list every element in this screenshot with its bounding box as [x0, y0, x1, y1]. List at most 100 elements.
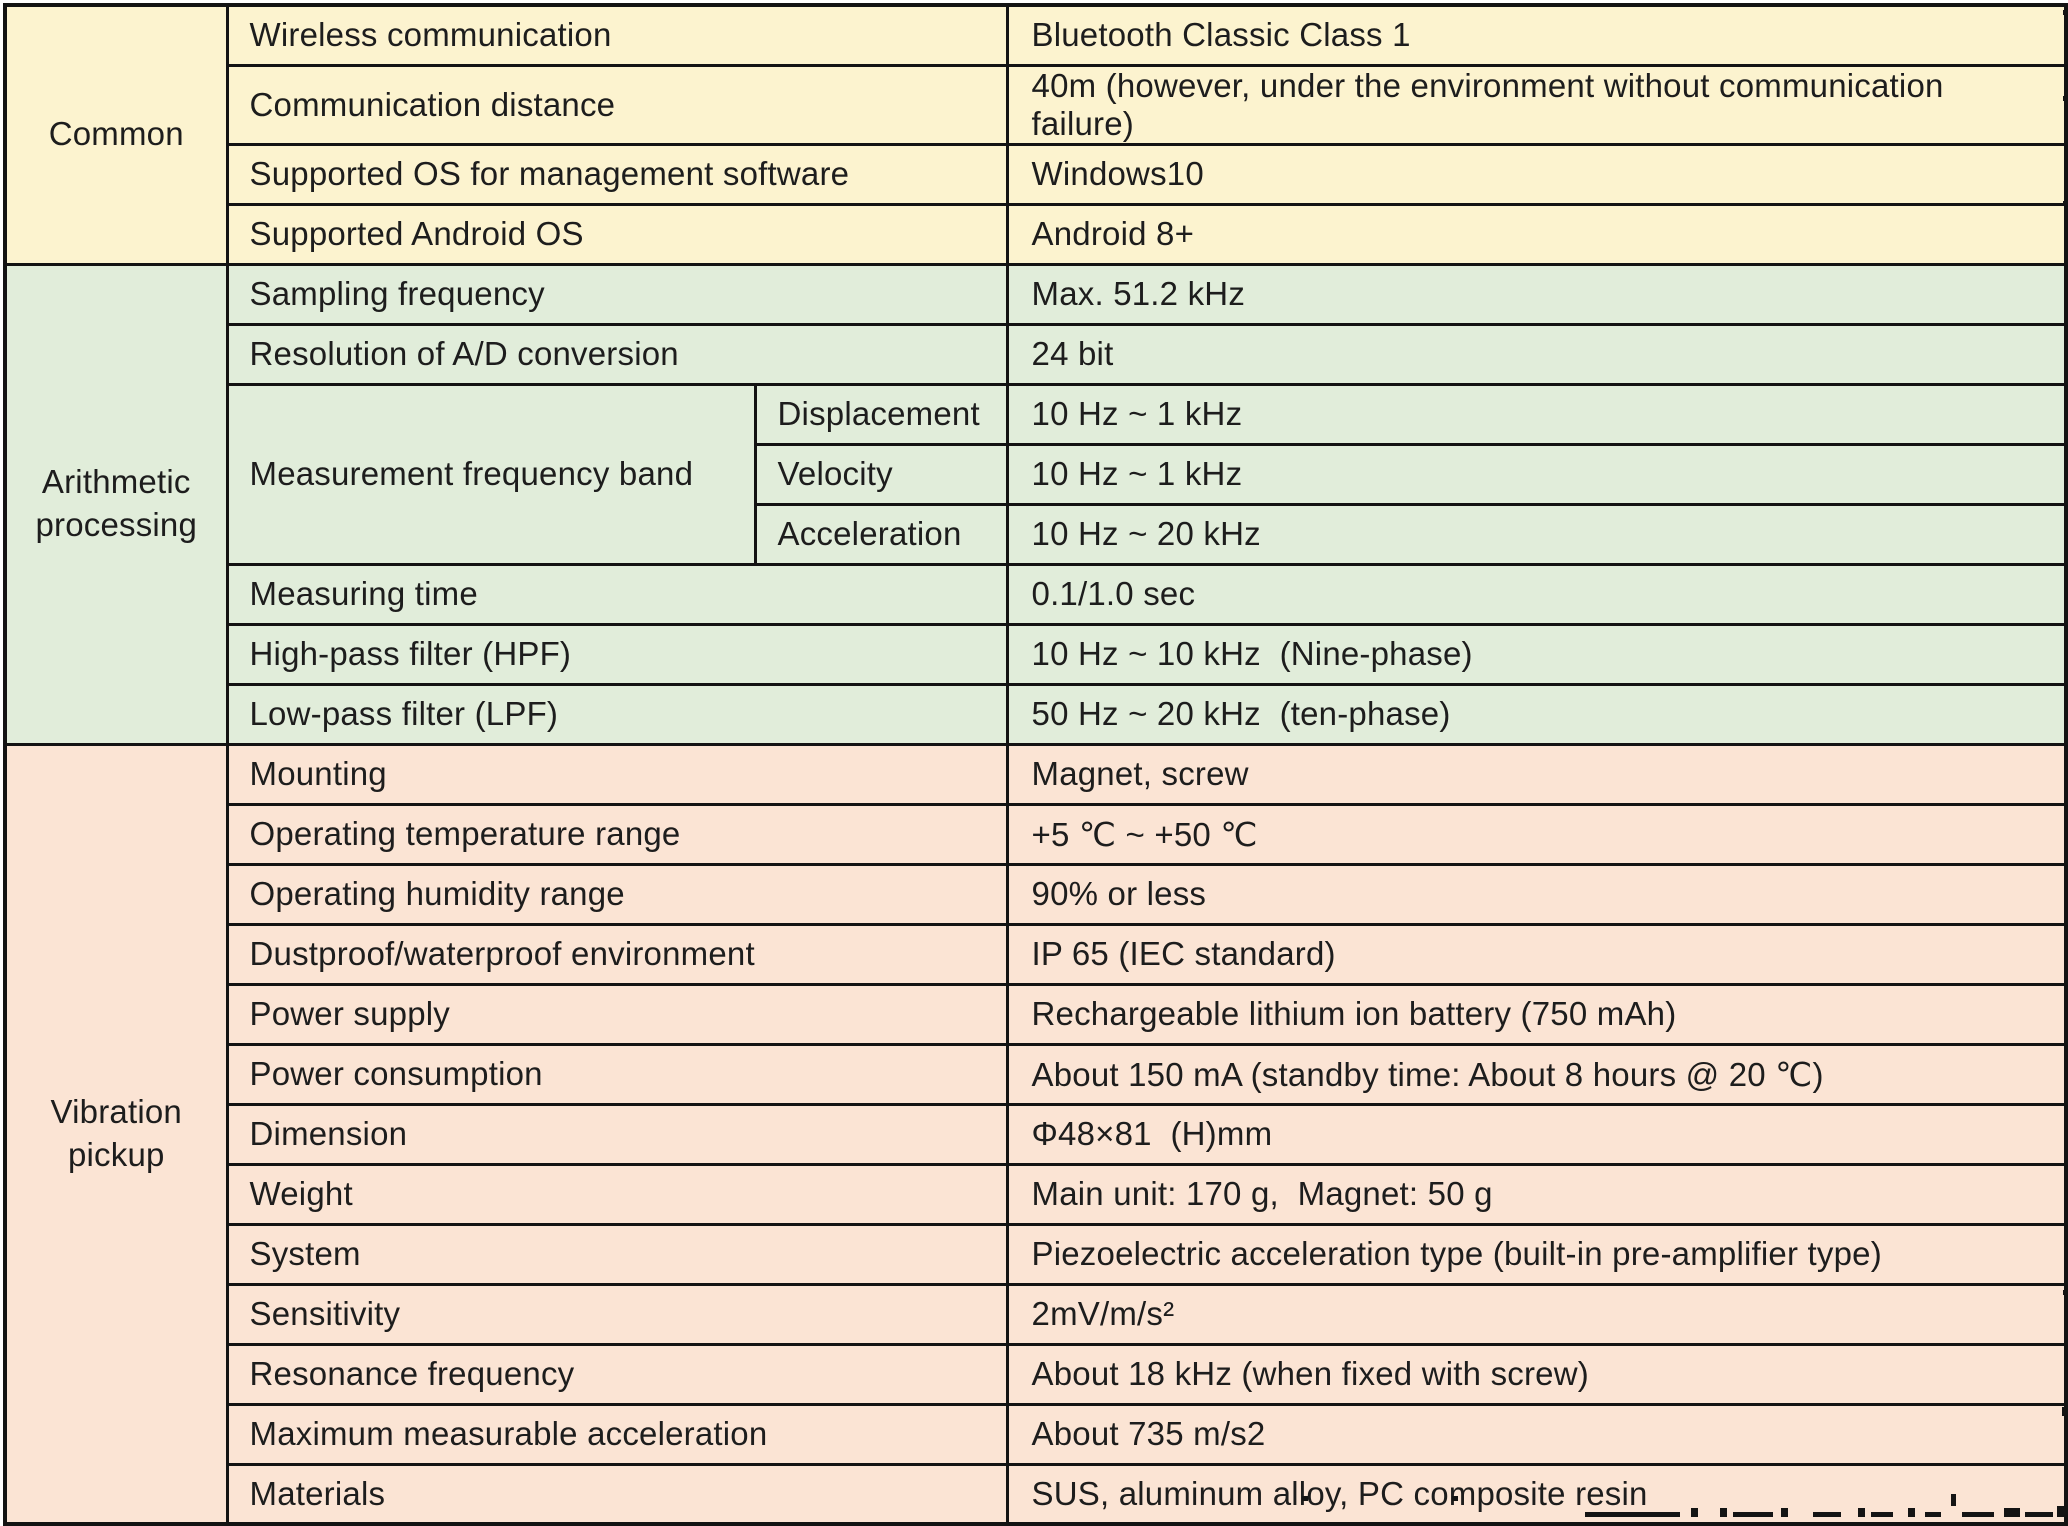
table-row: Measuring time 0.1/1.0 sec — [5, 562, 2068, 626]
spec-value-cell: About 735 m/s2 — [1005, 1402, 2068, 1466]
table-row: Power consumption About 150 mA (standby … — [5, 1042, 2068, 1106]
crop-artifact — [1951, 1494, 1956, 1506]
spec-value-cell: Max. 51.2 kHz — [1005, 262, 2068, 326]
spec-value-cell: Magnet, screw — [1005, 742, 2068, 806]
group-cell-common: Common — [3, 3, 229, 266]
spec-value-cell: Piezoelectric acceleration type (built-i… — [1005, 1222, 2068, 1286]
spec-label-cell: High-pass filter (HPF) — [225, 622, 1009, 686]
spec-label-cell: Dimension — [225, 1102, 1009, 1166]
table-row: Dustproof/waterproof environment IP 65 (… — [5, 922, 2068, 986]
spec-label-cell: Resonance frequency — [225, 1342, 1009, 1406]
table-row: System Piezoelectric acceleration type (… — [5, 1222, 2068, 1286]
crop-artifact — [1720, 1508, 1727, 1517]
spec-label-cell: Measuring time — [225, 562, 1009, 626]
crop-artifact — [1925, 1512, 1941, 1517]
crop-artifact — [2063, 1290, 2068, 1295]
crop-artifact — [2063, 201, 2068, 206]
crop-artifact — [2062, 1407, 2068, 1416]
spec-label-cell: Weight — [225, 1162, 1009, 1226]
crop-artifact — [1813, 1512, 1841, 1517]
spec-value-cell: About 18 kHz (when fixed with screw) — [1005, 1342, 2068, 1406]
crop-artifact — [2063, 96, 2068, 101]
crop-artifact — [2025, 1512, 2053, 1517]
group-cell-vibration-pickup: Vibration pickup — [3, 742, 229, 1526]
spec-label-cell: Communication distance — [225, 63, 1009, 146]
spec-label-cell: Materials — [225, 1462, 1009, 1526]
table-row: Operating humidity range 90% or less — [5, 862, 2068, 926]
spec-value-cell: Φ48×81 (H)mm — [1005, 1102, 2068, 1166]
table-row: Communication distance 40m (however, und… — [5, 63, 2068, 146]
table-row: Supported OS for management software Win… — [5, 142, 2068, 206]
spec-value-cell: Bluetooth Classic Class 1 — [1005, 3, 2068, 67]
spec-label-cell: Low-pass filter (LPF) — [225, 682, 1009, 746]
spec-sublabel-cell: Acceleration — [753, 502, 1009, 566]
table-row: Low-pass filter (LPF) 50 Hz ~ 20 kHz (te… — [5, 682, 2068, 746]
crop-artifact — [1858, 1508, 1865, 1517]
crop-artifact — [1871, 1512, 1893, 1517]
table-row: Supported Android OS Android 8+ — [5, 202, 2068, 266]
crop-artifact — [1691, 1508, 1698, 1517]
crop-artifact — [2004, 1508, 2020, 1517]
spec-value-cell: 0.1/1.0 sec — [1005, 562, 2068, 626]
spec-value-cell: IP 65 (IEC standard) — [1005, 922, 2068, 986]
table-row: Sensitivity 2mV/m/s² — [5, 1282, 2068, 1346]
spec-sublabel-cell: Velocity — [753, 442, 1009, 506]
spec-value-cell: +5 ℃ ~ +50 ℃ — [1005, 802, 2068, 866]
crop-artifact — [2063, 10, 2068, 15]
spec-value-cell: About 150 mA (standby time: About 8 hour… — [1005, 1042, 2068, 1106]
table-row: Common Wireless communication Bluetooth … — [3, 3, 2068, 266]
spec-label-cell: Power consumption — [225, 1042, 1009, 1106]
table-row: Operating temperature range +5 ℃ ~ +50 ℃ — [5, 802, 2068, 866]
spec-value-cell: Windows10 — [1005, 142, 2068, 206]
spec-label-cell: Measurement frequency band — [225, 382, 757, 566]
spec-label-cell: System — [225, 1222, 1009, 1286]
spec-label-cell: Mounting — [225, 742, 1009, 806]
spec-label-cell: Wireless communication — [225, 3, 1009, 67]
spec-table: Common Wireless communication Bluetooth … — [3, 3, 2068, 1526]
spec-label-cell: Resolution of A/D conversion — [225, 322, 1009, 386]
spec-sublabel-cell: Displacement — [753, 382, 1009, 446]
spec-value-cell: 10 Hz ~ 1 kHz — [1005, 382, 2068, 446]
crop-artifact — [1733, 1512, 1773, 1517]
spec-label-cell: Supported Android OS — [225, 202, 1009, 266]
table-row: Resolution of A/D conversion 24 bit — [5, 322, 2068, 386]
spec-value-cell: 40m (however, under the environment with… — [1005, 63, 2068, 146]
spec-label-cell: Supported OS for management software — [225, 142, 1009, 206]
crop-artifact — [1781, 1508, 1788, 1517]
table-row: Vibration pickup Mounting Magnet, screw — [3, 742, 2068, 1526]
table-row: Weight Main unit: 170 g, Magnet: 50 g — [5, 1162, 2068, 1226]
spec-label-cell: Sensitivity — [225, 1282, 1009, 1346]
spec-label-cell: Dustproof/waterproof environment — [225, 922, 1009, 986]
crop-artifact — [1452, 1496, 1458, 1501]
table-row: Measurement frequency band Displacement … — [5, 382, 2068, 566]
table-row: Velocity 10 Hz ~ 1 kHz — [5, 442, 2068, 506]
spec-value-cell: 2mV/m/s² — [1005, 1282, 2068, 1346]
spec-label-cell: Operating temperature range — [225, 802, 1009, 866]
spec-value-cell: 90% or less — [1005, 862, 2068, 926]
spec-value-cell: Main unit: 170 g, Magnet: 50 g — [1005, 1162, 2068, 1226]
table-row: Acceleration 10 Hz ~ 20 kHz — [5, 502, 2068, 566]
crop-artifact — [1302, 1496, 1308, 1501]
spec-value-cell: 50 Hz ~ 20 kHz (ten-phase) — [1005, 682, 2068, 746]
spec-value-cell: Android 8+ — [1005, 202, 2068, 266]
table-row: Power supply Rechargeable lithium ion ba… — [5, 982, 2068, 1046]
crop-artifact — [1585, 1512, 1680, 1517]
spec-label-cell: Sampling frequency — [225, 262, 1009, 326]
table-row: Arithmetic processing Sampling frequency… — [3, 262, 2068, 746]
table-row: Dimension Φ48×81 (H)mm — [5, 1102, 2068, 1166]
spec-value-cell: 24 bit — [1005, 322, 2068, 386]
spec-value-cell: 10 Hz ~ 1 kHz — [1005, 442, 2068, 506]
spec-value-cell: 10 Hz ~ 20 kHz — [1005, 502, 2068, 566]
crop-artifact — [1908, 1508, 1915, 1517]
table-row: High-pass filter (HPF) 10 Hz ~ 10 kHz (N… — [5, 622, 2068, 686]
group-cell-arithmetic-processing: Arithmetic processing — [3, 262, 229, 746]
spec-label-cell: Power supply — [225, 982, 1009, 1046]
table-row: Resonance frequency About 18 kHz (when f… — [5, 1342, 2068, 1406]
spec-value-cell: Rechargeable lithium ion battery (750 mA… — [1005, 982, 2068, 1046]
table-row: Maximum measurable acceleration About 73… — [5, 1402, 2068, 1466]
crop-artifact — [2057, 1506, 2068, 1517]
spec-value-cell: 10 Hz ~ 10 kHz (Nine-phase) — [1005, 622, 2068, 686]
crop-artifact — [1962, 1512, 1994, 1517]
spec-label-cell: Operating humidity range — [225, 862, 1009, 926]
